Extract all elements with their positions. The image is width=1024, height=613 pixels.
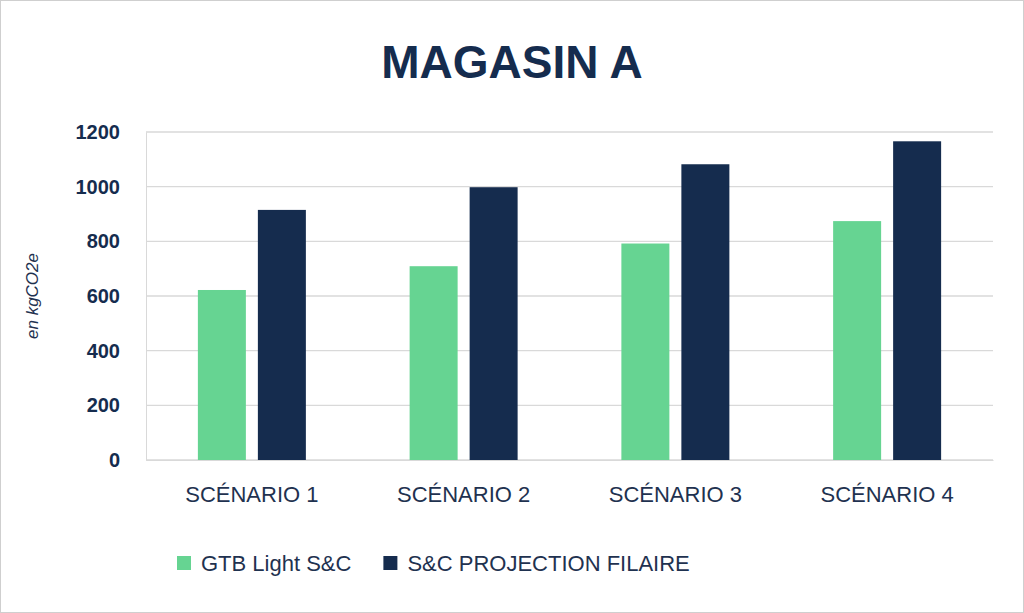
y-tick: 1200	[76, 121, 147, 143]
title: MAGASIN A	[381, 36, 643, 88]
legend-item: GTB Light S&C	[177, 551, 352, 576]
x-axis-line	[147, 460, 994, 461]
y-tick: 600	[87, 285, 146, 307]
chart: MAGASIN A 0 200 400 600 800 1000 1200 en kgCO2e S…	[0, 0, 1024, 613]
grid-line	[146, 186, 993, 187]
y-tick: 800	[87, 230, 146, 252]
legend-label: GTB Light S&C	[201, 551, 352, 576]
legend-swatch	[383, 556, 397, 570]
legend-label: S&C PROJECTION FILAIRE	[407, 551, 689, 576]
y-tick-label: 0	[109, 449, 120, 471]
grid	[146, 132, 993, 460]
bar	[833, 221, 881, 460]
y-tick-label: 400	[87, 340, 120, 362]
x-tick: SCÉNARIO 1	[185, 460, 318, 507]
bar	[681, 164, 729, 460]
y-tick-label: 600	[87, 285, 120, 307]
y-tick-label: 1200	[76, 121, 121, 143]
y-tick: 0	[109, 449, 146, 471]
bar	[893, 141, 941, 460]
y-tick-label: 200	[87, 394, 120, 416]
y-axis: 0 200 400 600 800 1000 1200	[76, 121, 147, 471]
y-tick: 1000	[76, 176, 147, 198]
series	[258, 141, 941, 460]
x-tick: SCÉNARIO 3	[609, 460, 742, 507]
bar	[621, 244, 669, 460]
x-tick-label: SCÉNARIO 3	[609, 482, 742, 507]
bar	[258, 210, 306, 460]
y-tick-label: 800	[87, 230, 120, 252]
y-axis-title: en kgCO2e	[23, 253, 42, 339]
x-tick-label: SCÉNARIO 2	[397, 482, 530, 507]
x-tick: SCÉNARIO 4	[820, 460, 953, 507]
bar	[410, 266, 458, 460]
legend: GTB Light S&C S&C PROJECTION FILAIRE	[177, 551, 690, 576]
y-axis-line	[146, 133, 147, 461]
bar	[198, 290, 246, 460]
bar	[470, 187, 518, 460]
grid-line	[146, 131, 993, 132]
y-tick: 200	[87, 394, 146, 416]
x-axis: SCÉNARIO 1 SCÉNARIO 2 SCÉNARIO 3 SCÉNARIO 4	[147, 460, 994, 507]
legend-swatch	[177, 556, 191, 570]
x-tick-label: SCÉNARIO 1	[185, 482, 318, 507]
x-tick-label: SCÉNARIO 4	[820, 482, 953, 507]
y-tick: 400	[87, 340, 146, 362]
y-tick-label: 1000	[76, 176, 121, 198]
bars	[198, 141, 941, 460]
frame	[1, 1, 1024, 613]
legend-item: S&C PROJECTION FILAIRE	[383, 551, 689, 576]
x-tick: SCÉNARIO 2	[397, 460, 530, 507]
